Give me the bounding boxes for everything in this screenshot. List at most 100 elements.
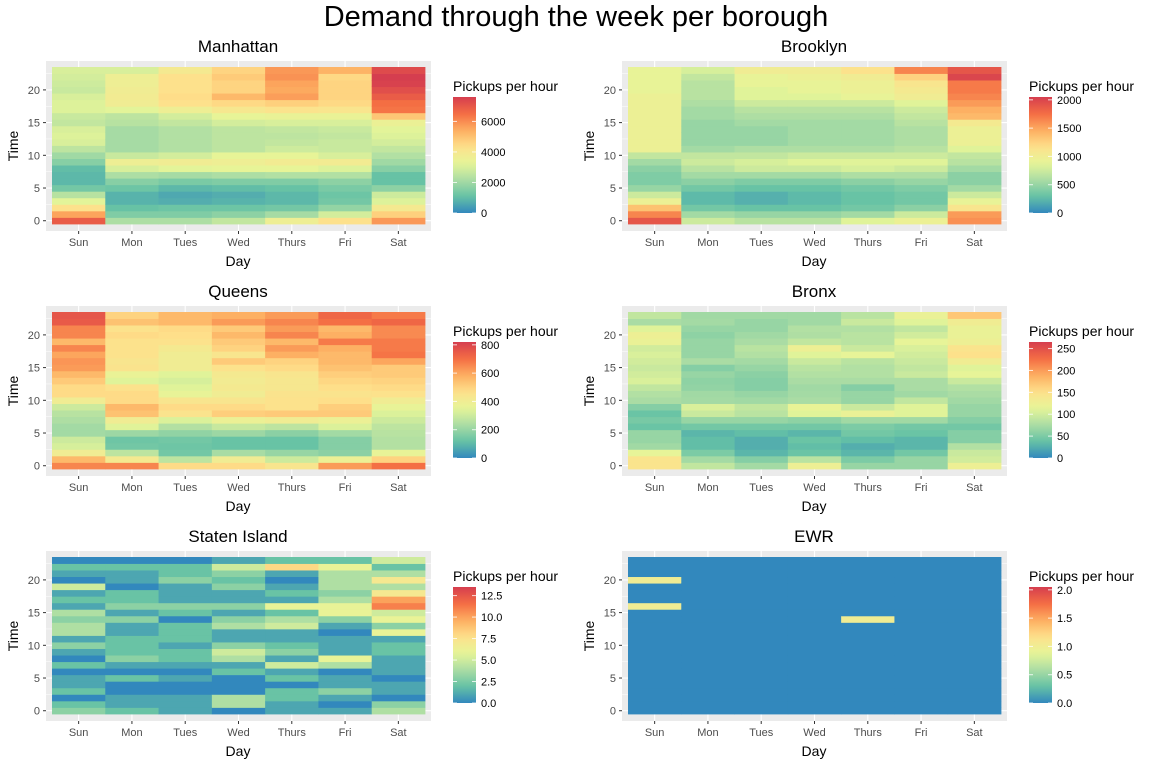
- heatmap-cell: [628, 628, 682, 636]
- heatmap-cell: [158, 99, 213, 107]
- heatmap-cell: [371, 557, 426, 564]
- heatmap-cell: [947, 681, 1002, 689]
- heatmap-cell: [894, 410, 949, 418]
- heatmap-cell: [105, 93, 159, 101]
- heatmap-cell: [787, 86, 842, 94]
- heatmap-cell: [841, 204, 895, 212]
- heatmap-cell: [105, 145, 159, 153]
- heatmap-cell: [318, 648, 373, 656]
- heatmap-cell: [841, 312, 895, 319]
- heatmap-cell: [105, 152, 159, 159]
- heatmap-cell: [211, 152, 266, 159]
- x-axis-label: Day: [802, 253, 827, 269]
- heatmap-cell: [628, 707, 682, 715]
- heatmap-cell: [318, 609, 373, 617]
- heatmap-cell: [734, 99, 789, 107]
- heatmap-cell: [734, 700, 789, 708]
- heatmap-cell: [211, 570, 266, 578]
- heatmap-cell: [211, 602, 266, 610]
- heatmap-cell: [211, 106, 266, 114]
- heatmap-cell: [105, 338, 159, 346]
- heatmap-cell: [841, 707, 895, 715]
- heatmap-cell: [211, 171, 266, 179]
- heatmap-cell: [371, 138, 426, 146]
- heatmap-cell: [787, 449, 842, 457]
- x-tick-label: Sun: [69, 727, 89, 739]
- heatmap-cell: [734, 67, 789, 74]
- heatmap-cell: [158, 681, 213, 689]
- heatmap-cell: [318, 197, 373, 205]
- heatmap-cell: [681, 455, 735, 463]
- heatmap-cell: [787, 570, 842, 578]
- heatmap-cell: [158, 73, 213, 81]
- heatmap-cell: [734, 383, 789, 391]
- heatmap-cell: [52, 416, 106, 424]
- heatmap-cell: [52, 661, 106, 669]
- heatmap-cell: [105, 210, 159, 218]
- heatmap-cell: [105, 217, 159, 225]
- heatmap-cell: [318, 436, 373, 444]
- heatmap-cell: [681, 383, 735, 391]
- heatmap-cell: [681, 700, 735, 708]
- heatmap-cell: [318, 674, 373, 682]
- heatmap-cell: [734, 93, 789, 101]
- heatmap-cell: [734, 370, 789, 378]
- x-tick-label: Sat: [390, 482, 407, 494]
- heatmap-cell: [787, 112, 842, 120]
- y-tick-label: 20: [604, 575, 616, 587]
- heatmap-cell: [105, 119, 159, 127]
- heatmap-cell: [265, 397, 319, 404]
- heatmap-cell: [211, 455, 266, 463]
- heatmap-cell: [628, 609, 682, 617]
- heatmap-cell: [894, 351, 949, 359]
- heatmap-cell: [265, 622, 319, 630]
- heatmap-cell: [681, 423, 735, 431]
- legend-tick-label: 500: [1057, 180, 1075, 192]
- heatmap-cell: [318, 397, 373, 404]
- x-axis-label: Day: [226, 743, 251, 759]
- heatmap-cell: [628, 403, 682, 411]
- heatmap-cell: [734, 158, 789, 166]
- y-tick-label: 0: [34, 461, 40, 473]
- heatmap-cell: [947, 99, 1002, 107]
- heatmap-cell: [211, 436, 266, 444]
- heatmap-cell: [947, 171, 1002, 179]
- heatmap-cell: [105, 655, 159, 663]
- legend-tick-label: 1500: [1057, 123, 1081, 135]
- legend-tick-label: 12.5: [481, 591, 502, 603]
- heatmap-cell: [211, 210, 266, 218]
- x-tick-label: Thurs: [278, 237, 307, 249]
- y-tick-label: 10: [604, 640, 616, 652]
- heatmap-cell: [105, 331, 159, 339]
- heatmap-cell: [105, 615, 159, 623]
- heatmap-cell: [734, 583, 789, 591]
- heatmap-cell: [894, 210, 949, 218]
- heatmap-cell: [52, 628, 106, 636]
- heatmap-cell: [52, 119, 106, 127]
- heatmap-cell: [211, 642, 266, 649]
- heatmap-cell: [681, 674, 735, 682]
- heatmap-cell: [894, 609, 949, 617]
- heatmap-cell: [371, 576, 426, 584]
- heatmap-cell: [158, 197, 213, 205]
- heatmap-cell: [318, 596, 373, 604]
- heatmap-cell: [265, 73, 319, 81]
- heatmap-cell: [628, 318, 682, 326]
- heatmap-cell: [158, 700, 213, 708]
- heatmap-cell: [947, 674, 1002, 682]
- heatmap-cell: [841, 462, 895, 470]
- heatmap-cell: [105, 171, 159, 179]
- heatmap-cell: [158, 158, 213, 166]
- heatmap-cell: [158, 397, 213, 404]
- heatmap-cell: [265, 648, 319, 656]
- heatmap-cell: [681, 576, 735, 584]
- heatmap-cell: [734, 106, 789, 114]
- heatmap-cell: [681, 570, 735, 578]
- heatmap-cell: [371, 383, 426, 391]
- heatmap-cell: [628, 191, 682, 199]
- heatmap-cell: [318, 158, 373, 166]
- heatmap-cell: [734, 344, 789, 352]
- heatmap-cell: [681, 377, 735, 385]
- heatmap-cell: [158, 403, 213, 411]
